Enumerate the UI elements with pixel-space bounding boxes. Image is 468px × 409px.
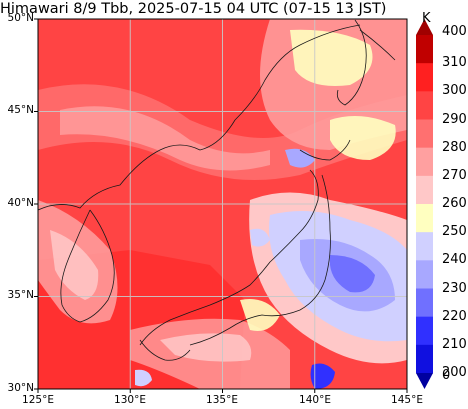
colorbar-label: 400 (442, 24, 467, 39)
cold-spot (250, 228, 270, 247)
colorbar-segment (416, 316, 433, 346)
korea-cloud-core (50, 230, 99, 300)
colorbar-unit: K (422, 11, 431, 26)
colorbar-label: 270 (442, 167, 467, 183)
colorbar-bottom-arrow (416, 373, 433, 389)
axis-ticks (34, 18, 408, 393)
honshu-coast-east (189, 174, 331, 346)
colorbar-label: 290 (442, 111, 467, 127)
map-title: Himawari 8/9 Tbb, 2025-07-15 04 UTC (07-… (0, 1, 387, 17)
honshu-coast-west (139, 169, 319, 346)
colorbar-segment (416, 91, 433, 120)
honshu-coldest-cloud (330, 255, 375, 293)
cold-spot (285, 148, 315, 168)
graticule (38, 19, 407, 389)
south-japan-cloud-core (160, 333, 252, 362)
colorbar-label: 210 (442, 336, 467, 352)
colorbar-label: 200 (442, 365, 467, 380)
lat-label-50: 50°N (7, 12, 34, 24)
colorbar-segment (416, 260, 433, 289)
sakhalin-coast (336, 19, 367, 106)
lon-label-140: 140°E (299, 394, 331, 406)
colorbar-segment (416, 204, 433, 233)
northern-cloud-core (60, 106, 270, 171)
lat-label-45: 45°N (7, 104, 34, 116)
colorbar-label: 260 (442, 196, 467, 211)
lon-label-125: 125°E (22, 394, 54, 406)
colorbar-label: 0 (442, 368, 451, 383)
colorbar-segment (416, 63, 433, 92)
mainland-coast (38, 24, 361, 211)
colorbar (416, 19, 433, 389)
kyushu-coast (139, 339, 191, 361)
colorbar-segment (416, 175, 433, 205)
colorbar-label: 300 (442, 83, 467, 99)
colorbar-segment (416, 119, 433, 149)
colorbar-segment (416, 232, 433, 261)
hokkaido-cloud-top (330, 116, 396, 160)
colorbar-segment (416, 147, 433, 177)
colorbar-segment (416, 35, 433, 64)
colorbar-label: 240 (442, 252, 467, 268)
hokkaido-coast (299, 139, 351, 161)
colorbar-label: 250 (442, 224, 467, 240)
lat-label-40: 40°N (7, 197, 34, 209)
north-coast (359, 29, 396, 61)
colorbar-label: 310 (442, 55, 467, 71)
cold-spot (135, 369, 152, 387)
colorbar-top-arrow (416, 19, 433, 35)
coastlines (38, 19, 396, 361)
lon-label-135: 135°E (206, 394, 238, 406)
cold-spot (310, 363, 335, 389)
lat-label-35: 35°N (7, 289, 34, 301)
colorbar-label: 220 (442, 308, 467, 324)
colorbar-label: 280 (442, 139, 467, 155)
colorbar-segment (416, 344, 433, 374)
lat-label-30: 30°N (7, 382, 34, 394)
colorbar-segment (416, 288, 433, 318)
colorbar-label: 230 (442, 280, 467, 296)
lon-label-130: 130°E (114, 394, 146, 406)
lon-label-145: 145°E (391, 394, 423, 406)
korea-coast (60, 209, 115, 323)
northeast-cloud-top (290, 29, 373, 86)
